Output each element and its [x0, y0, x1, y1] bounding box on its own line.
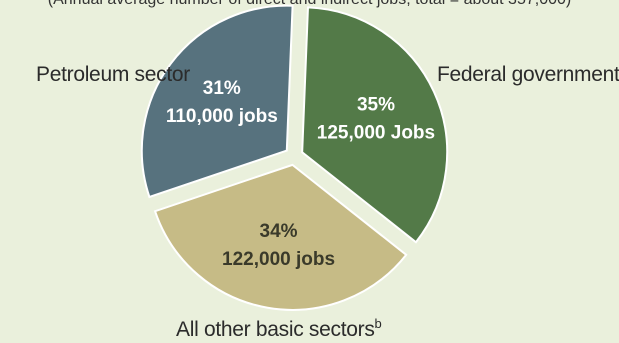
footnote-marker: b [374, 316, 382, 331]
slice-federal-government [301, 6, 449, 244]
jobs-label-federal-government: 125,000 Jobs [317, 122, 435, 143]
percent-label-petroleum-sector: 31% [203, 78, 241, 99]
slice-all-other-basic-sectors [153, 163, 408, 311]
slice-petroleum-sector [140, 4, 294, 199]
jobs-label-petroleum-sector: 110,000 jobs [166, 106, 278, 127]
percent-label-all-other-basic-sectors: 34% [260, 221, 298, 242]
jobs-label-all-other-basic-sectors: 122,000 jobs [222, 249, 335, 270]
label-petroleum-sector: Petroleum sector [36, 63, 190, 86]
percent-label-federal-government: 35% [357, 94, 395, 115]
label-federal-government: Federal government [437, 63, 619, 86]
chart-header-fragment: (Annual average number of direct and ind… [0, 0, 619, 9]
label-all-other-basic-sectors: All other basic sectorsb [176, 316, 382, 341]
